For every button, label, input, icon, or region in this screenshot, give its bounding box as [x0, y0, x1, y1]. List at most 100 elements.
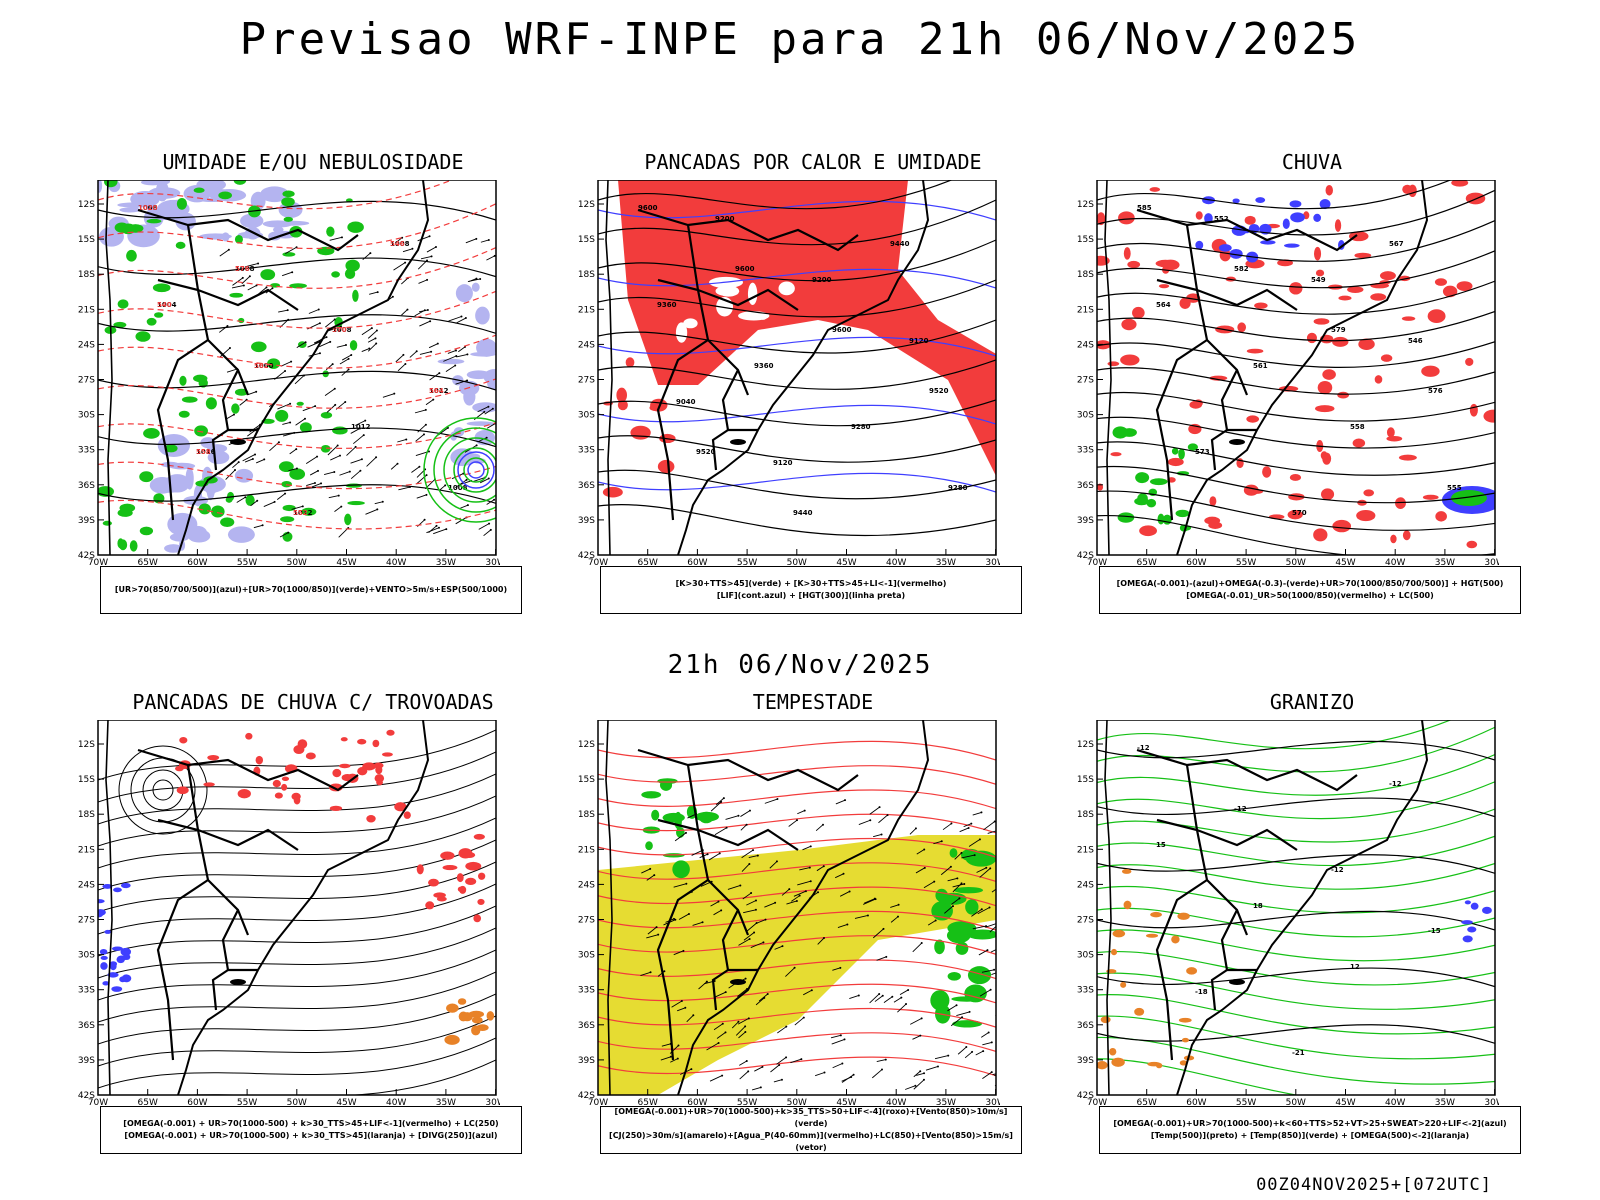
country-border [211, 429, 229, 471]
wind-vector-head [422, 433, 425, 436]
lat-tick-label: 12S [1077, 740, 1094, 750]
humidity-area-lower [289, 283, 307, 289]
wind-vector [226, 414, 235, 420]
wind-vector-head [475, 277, 478, 280]
contour-line [598, 983, 996, 1004]
wind-vector-head [919, 1034, 922, 1037]
thunderstorm-area [372, 739, 380, 748]
lat-tick-label: 12S [578, 200, 595, 210]
wind-vector-head [795, 819, 798, 822]
rain-area [1332, 336, 1349, 347]
wind-vector [428, 343, 438, 349]
lat-tick-label: 12S [78, 740, 95, 750]
wind-vector-head [333, 387, 336, 390]
wind-vector [989, 925, 996, 933]
streamline [98, 949, 496, 1001]
country-border [711, 429, 729, 471]
thunderstorm-area [357, 766, 368, 776]
wind-vector-head [907, 988, 910, 991]
wind-vector [740, 824, 747, 831]
humidity-area-upper [196, 180, 226, 192]
lon-tick-label: 45W [1335, 558, 1355, 565]
wind-vector-head [922, 1078, 925, 1081]
wind-vector-head [724, 991, 727, 994]
wind-vector-head [290, 360, 293, 363]
lon-tick-label: 50W [787, 1098, 807, 1105]
panel-chuva: CHUVA 585 582 579 576 573 570 567 564 561 558 555 55… [1077, 150, 1527, 630]
contour-line [1097, 490, 1495, 531]
contour-line [98, 499, 496, 530]
contour-label: 9120 [909, 337, 929, 345]
humidity-area-lower [326, 226, 335, 237]
contour-label: 1012 [293, 509, 313, 517]
lat-tick-label: 24S [578, 340, 595, 350]
wind-vector [981, 969, 995, 973]
country-border [221, 909, 258, 972]
divergence-area [117, 955, 128, 961]
wind-vector [319, 341, 331, 348]
wind-vector [991, 972, 996, 976]
lat-tick-label: 18S [578, 810, 595, 820]
lat-tick-label: 33S [578, 986, 595, 996]
panel-legend-caption: [OMEGA(-0.001)+UR>70(1000-500)+k<60+TTS>… [1099, 1106, 1521, 1154]
wind-vector [740, 810, 751, 817]
wind-vector-head [999, 946, 1000, 948]
wind-vector [247, 391, 257, 396]
humidity-area-lower [234, 235, 243, 244]
rain-area [1421, 365, 1440, 377]
coastline [177, 720, 430, 1095]
lon-tick-label: 55W [737, 1098, 757, 1105]
low-pressure-ring [453, 447, 496, 493]
wind-vector-head [291, 271, 294, 274]
map-pancadas-calor: 9600 9600 9600 9520 9520 9440 9440 9360 9360 9280… [578, 180, 1000, 565]
contour-line [598, 959, 996, 980]
contour-line [1097, 808, 1495, 843]
lon-tick-label: 60W [687, 1098, 707, 1105]
wind-vector-head [798, 894, 801, 897]
contour-label: 9520 [696, 448, 716, 456]
contour-line [1097, 797, 1495, 818]
panel-tempestade: TEMPESTADE 12S 15S 18S 21S 24S 27S 30S 33S 36S 39S… [578, 690, 1028, 1170]
wind-vector-head [241, 276, 244, 279]
omega-500-area [1121, 869, 1132, 874]
wind-vector [477, 406, 489, 413]
lon-tick-label: 60W [1186, 558, 1206, 565]
panel-legend-caption: [K>30+TTS>45](verde) + [K>30+TTS>45+LI<-… [600, 566, 1022, 614]
contour-line [1097, 854, 1495, 874]
wind-vector-head [427, 450, 430, 453]
panel-title: PANCADAS POR CALOR E UMIDADE [644, 150, 982, 174]
wind-vector [915, 867, 926, 874]
wind-vector [982, 1071, 993, 1079]
wind-vector [725, 815, 739, 820]
circulation-ring [152, 779, 174, 801]
wind-vector [647, 926, 657, 935]
wind-vector-head [255, 390, 258, 393]
wind-vector-head [325, 336, 328, 339]
lat-tick-label: 39S [1077, 1056, 1094, 1066]
wind-vector [975, 1050, 984, 1056]
lat-tick-label: 15S [1077, 775, 1094, 785]
wind-vector-head [756, 854, 759, 857]
contour-label: 564 [429, 387, 444, 395]
wind-vector-head [982, 1050, 985, 1053]
rain-area [1120, 354, 1140, 366]
wind-vector-head [317, 469, 320, 472]
humidity-area-lower [234, 388, 249, 396]
thunderstorm-area-orange [471, 1016, 483, 1024]
rain-area [1195, 211, 1203, 220]
wind-vector-head [347, 368, 350, 371]
wind-vector-head [866, 914, 869, 917]
wind-vector-head [248, 275, 251, 278]
lon-tick-label: 65W [1137, 1098, 1157, 1105]
wind-vector-head [493, 254, 496, 257]
wind-vector-head [721, 1074, 724, 1077]
lon-tick-label: 30W [1484, 558, 1499, 565]
humidity-area-lower [129, 540, 138, 552]
lat-tick-label: 21S [78, 845, 95, 855]
humidity-area-lower [282, 190, 295, 198]
wind-vector-head [958, 897, 961, 900]
rain-area [1167, 457, 1184, 467]
wind-vector-head [244, 496, 247, 499]
contour-label: 1012 [351, 423, 371, 431]
